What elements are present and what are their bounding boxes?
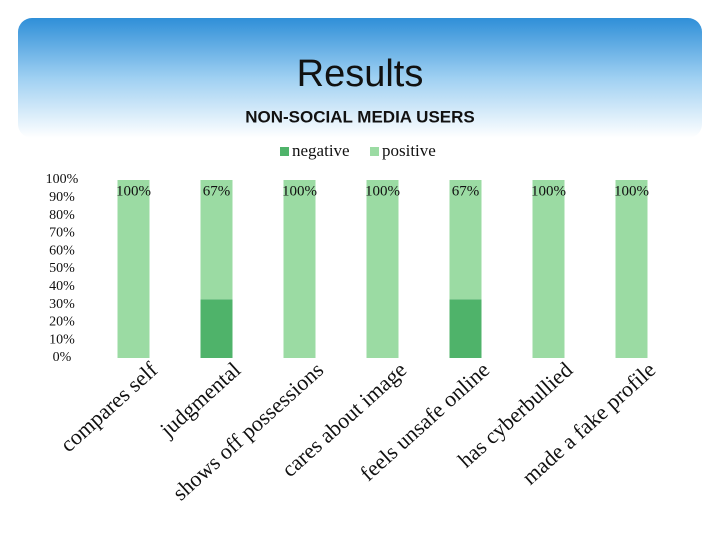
data-label: 67% xyxy=(452,183,480,199)
bar-segment xyxy=(117,180,150,358)
y-tick-label: 70% xyxy=(49,226,75,241)
y-tick-label: 0% xyxy=(53,350,72,365)
y-tick-label: 30% xyxy=(49,297,75,312)
data-label: 100% xyxy=(116,183,151,199)
x-tick-label: shows off possessions xyxy=(167,357,328,505)
y-tick-label: 60% xyxy=(49,243,75,258)
data-label: 100% xyxy=(282,183,317,199)
y-tick-label: 100% xyxy=(46,172,79,187)
y-tick-label: 50% xyxy=(49,261,75,276)
bar-segment xyxy=(532,180,565,358)
bar-segment xyxy=(200,180,233,300)
y-tick-label: 20% xyxy=(49,315,75,330)
y-tick-label: 40% xyxy=(49,279,75,294)
chart-title: NON-SOCIAL MEDIA USERS xyxy=(245,107,475,126)
y-tick-label: 80% xyxy=(49,208,75,223)
legend-swatch xyxy=(280,147,289,156)
bar-segment xyxy=(200,299,233,358)
bar-segment xyxy=(366,180,399,358)
data-label: 67% xyxy=(203,183,231,199)
data-label: 100% xyxy=(614,183,649,199)
legend-label: positive xyxy=(382,141,436,160)
y-tick-label: 90% xyxy=(49,190,75,205)
bar-segment xyxy=(283,180,316,358)
x-tick-label: compares self xyxy=(55,356,163,456)
bar-segment xyxy=(615,180,648,358)
header-band xyxy=(18,18,702,138)
legend-label: negative xyxy=(292,141,350,160)
y-tick-label: 10% xyxy=(49,332,75,347)
legend-swatch xyxy=(370,147,379,156)
bar-segment xyxy=(449,299,482,358)
data-label: 100% xyxy=(531,183,566,199)
bar-segment xyxy=(449,180,482,300)
data-label: 100% xyxy=(365,183,400,199)
slide-title: Results xyxy=(297,53,424,95)
